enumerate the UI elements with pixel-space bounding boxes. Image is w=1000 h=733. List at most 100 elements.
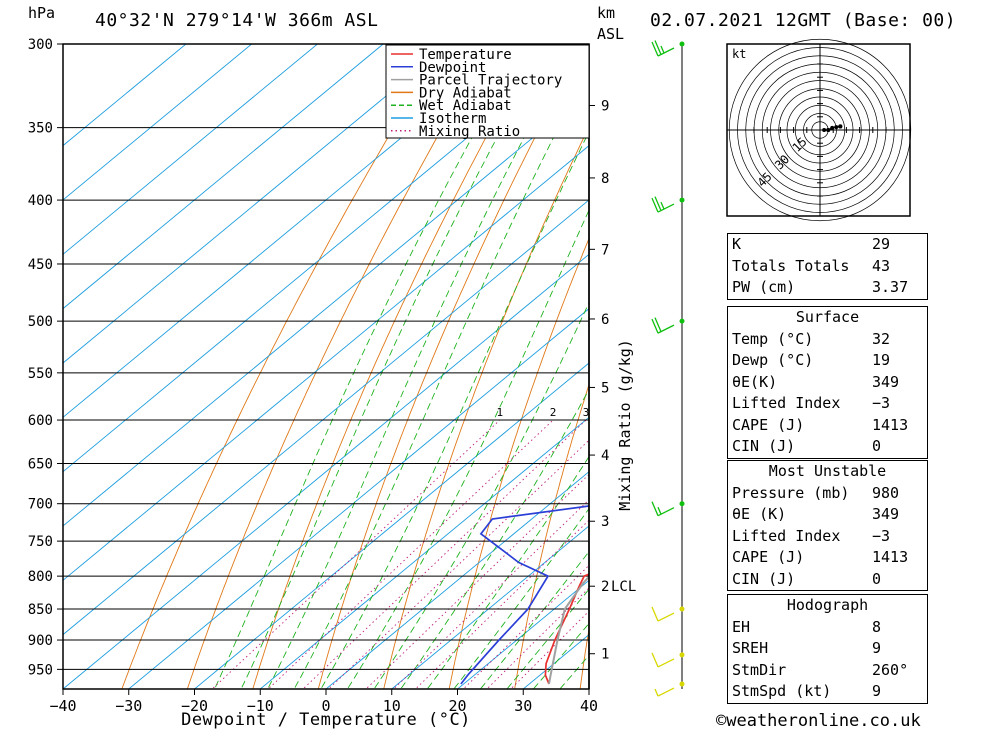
mixing-ratio-line [462, 564, 589, 689]
legend-entry-label: Wet Adiabat [419, 98, 512, 114]
isotherm-line [63, 44, 384, 310]
dry-adiabat-line [186, 44, 492, 689]
k-index-value: 29 [872, 235, 891, 253]
surface-dewp-value: 19 [872, 351, 891, 369]
mixing-ratio-line [327, 439, 589, 689]
wet-adiabat-line [373, 301, 589, 689]
legend-entry-label: Isotherm [419, 111, 486, 127]
stmspd-value: 9 [872, 682, 882, 700]
surface-dewp-row: Dewp (°C) 19 [728, 350, 927, 372]
wet-adiabat-line [267, 44, 575, 689]
hodograph-point [834, 125, 839, 130]
stmdir-label: StmDir [732, 660, 787, 679]
mixing-ratio-tick-label: 2 [550, 406, 557, 419]
mu-cape-label: CAPE (J) [732, 548, 805, 566]
wind-barb [651, 501, 675, 517]
mixing-ratio-line [302, 419, 587, 689]
dry-adiabat-line [121, 44, 445, 689]
surface-dewp-label: Dewp (°C) [732, 351, 814, 369]
mu-theta-row: θE (K) 349 [728, 504, 927, 526]
pressure-tick-label: 650 [28, 456, 53, 472]
copyright-link[interactable]: ©weatheronline.co.uk [716, 711, 921, 731]
mixing-ratio-line [267, 419, 554, 689]
pw-label: PW (cm) [732, 278, 796, 296]
pressure-tick-label: 300 [28, 37, 53, 53]
hodograph-point [830, 125, 835, 130]
hodograph-point [822, 128, 827, 132]
lcl-label: LCL [611, 579, 636, 595]
isotherm-line [128, 308, 589, 689]
mu-pressure-row: Pressure (mb) 980 [728, 483, 927, 505]
wind-barb [651, 196, 675, 213]
wind-level-marker [679, 652, 685, 658]
legend-box [385, 44, 590, 139]
surface-temp-value: 32 [872, 329, 891, 348]
mu-cape-row: CAPE (J) 1413 [728, 547, 927, 569]
most-unstable-title: Most Unstable [768, 462, 887, 480]
surface-cin-row: CIN (J) 0 [728, 436, 927, 458]
mixing-ratio-tick-label: 3 [583, 406, 590, 419]
station-location: 40°32'N 279°14'W 366m ASL [95, 10, 379, 31]
surface-cin-label: CIN (J) [732, 437, 796, 455]
k-index-label: K [732, 235, 742, 253]
dewpoint-profile-line [460, 505, 589, 685]
plot-frame [62, 43, 590, 690]
temperature-tick-label: −40 [49, 697, 76, 715]
surface-temp-row: Temp (°C) 32 [728, 329, 927, 351]
wet-adiabat-line [240, 44, 549, 689]
surface-cape-value: 1413 [872, 415, 909, 434]
k-index-row: K 29 [728, 234, 927, 256]
temperature-tick-label: 0 [321, 697, 330, 715]
hodograph-point [826, 128, 831, 132]
isotherm-line [325, 471, 589, 689]
mu-cape-value: 1413 [872, 548, 909, 566]
surface-li-value: −3 [872, 394, 891, 412]
wind-level-marker [679, 318, 685, 324]
isotherm-line [63, 44, 253, 201]
mu-cin-label: CIN (J) [732, 569, 796, 588]
pw-value: 3.37 [872, 278, 909, 296]
wind-barb [651, 652, 675, 668]
pressure-tick-label: 500 [28, 314, 53, 330]
temperature-tick-label: 40 [580, 697, 598, 715]
hodograph-point [838, 124, 843, 129]
wind-level-marker [679, 197, 685, 203]
stmspd-row: StmSpd (kt) 9 [728, 681, 927, 703]
mixing-ratio-line [211, 419, 501, 689]
wet-adiabat-line [400, 388, 589, 689]
isotherm-line [63, 90, 589, 527]
temperature-tick-label: 20 [448, 697, 466, 715]
isotherm-line [259, 416, 589, 689]
dry-adiabat-line [969, 35, 1000, 697]
surface-li-row: Lifted Index −3 [728, 393, 927, 415]
dry-adiabat-line [317, 44, 585, 689]
pressure-unit-label: hPa [28, 4, 56, 22]
isotherm-line [63, 44, 516, 418]
pressure-tick-label: 750 [28, 534, 53, 550]
height-tick-label: 4 [601, 448, 609, 464]
totals-totals-value: 43 [872, 256, 891, 275]
wet-adiabat-line [293, 67, 589, 689]
height-tick-label: 3 [601, 514, 609, 530]
pressure-tick-label: 950 [28, 662, 53, 678]
wet-adiabat-line [214, 44, 525, 689]
height-tick-label: 2 [601, 579, 609, 595]
temperature-tick-label: −30 [115, 697, 142, 715]
dry-adiabat-line [252, 44, 538, 689]
temperature-tick-label: 10 [383, 697, 401, 715]
isotherm-line [63, 44, 319, 255]
legend-entry-label: Temperature [419, 47, 512, 63]
surface-theta-row: θE(K) 349 [728, 372, 927, 394]
indices-panel: K 29 Totals Totals 43 PW (cm) 3.37 [727, 233, 928, 300]
surface-panel: Surface Temp (°C) 32 Dewp (°C) 19 θE(K) 349… [727, 306, 928, 459]
wind-barb [651, 317, 675, 334]
dry-adiabat-line [448, 237, 589, 689]
surface-temp-label: Temp (°C) [732, 329, 814, 348]
stmspd-label: StmSpd (kt) [732, 682, 832, 700]
wet-adiabat-line [426, 455, 589, 689]
height-unit-label-asl: ASL [597, 25, 625, 43]
mu-pressure-value: 980 [872, 483, 900, 502]
isotherm-line [63, 44, 582, 473]
sreh-label: SREH [732, 639, 769, 657]
